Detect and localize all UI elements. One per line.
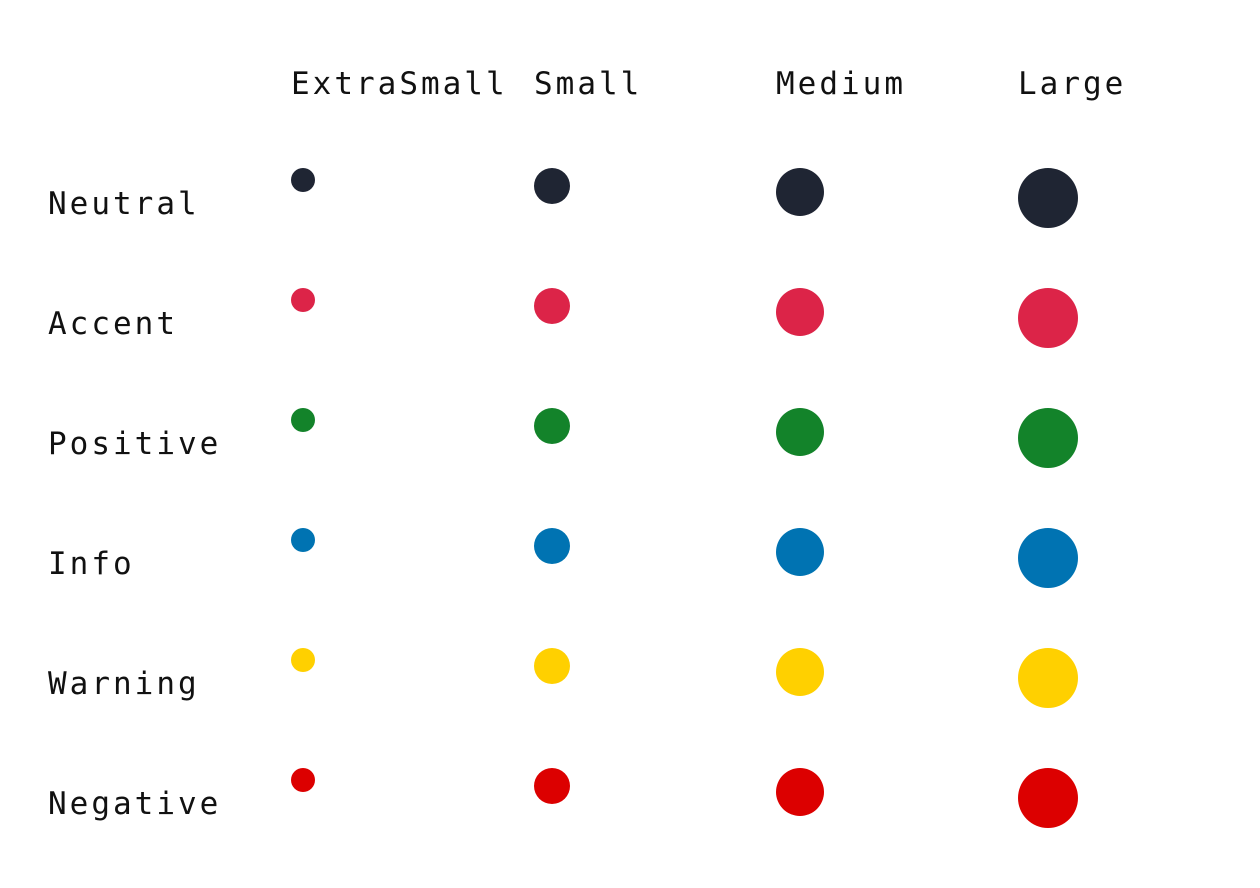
column-header-extrasmall: ExtraSmall [291, 66, 508, 102]
status-dot-warning-small [534, 648, 570, 684]
status-dot-neutral-medium [776, 168, 824, 216]
status-dot-warning-large [1018, 648, 1078, 708]
status-dot-neutral-small [534, 168, 570, 204]
status-dot-info-medium [776, 528, 824, 576]
status-dot-neutral-large [1018, 168, 1078, 228]
row-label-negative: Negative [48, 786, 222, 822]
status-dot-warning-extrasmall [291, 648, 315, 672]
column-header-medium: Medium [776, 66, 906, 102]
status-dot-info-extrasmall [291, 528, 315, 552]
status-dot-neutral-extrasmall [291, 168, 315, 192]
status-dot-info-large [1018, 528, 1078, 588]
row-label-info: Info [48, 546, 135, 582]
status-dot-negative-large [1018, 768, 1078, 828]
status-dot-info-small [534, 528, 570, 564]
status-dot-accent-extrasmall [291, 288, 315, 312]
row-label-warning: Warning [48, 666, 200, 702]
row-label-neutral: Neutral [48, 186, 200, 222]
status-dot-negative-extrasmall [291, 768, 315, 792]
status-dot-positive-extrasmall [291, 408, 315, 432]
status-dot-accent-small [534, 288, 570, 324]
status-dot-negative-small [534, 768, 570, 804]
status-dot-positive-large [1018, 408, 1078, 468]
column-header-small: Small [534, 66, 643, 102]
column-header-large: Large [1018, 66, 1127, 102]
status-dot-accent-large [1018, 288, 1078, 348]
status-dot-positive-medium [776, 408, 824, 456]
status-dot-accent-medium [776, 288, 824, 336]
row-label-accent: Accent [48, 306, 178, 342]
status-dot-warning-medium [776, 648, 824, 696]
row-label-positive: Positive [48, 426, 222, 462]
status-dot-positive-small [534, 408, 570, 444]
status-dot-negative-medium [776, 768, 824, 816]
